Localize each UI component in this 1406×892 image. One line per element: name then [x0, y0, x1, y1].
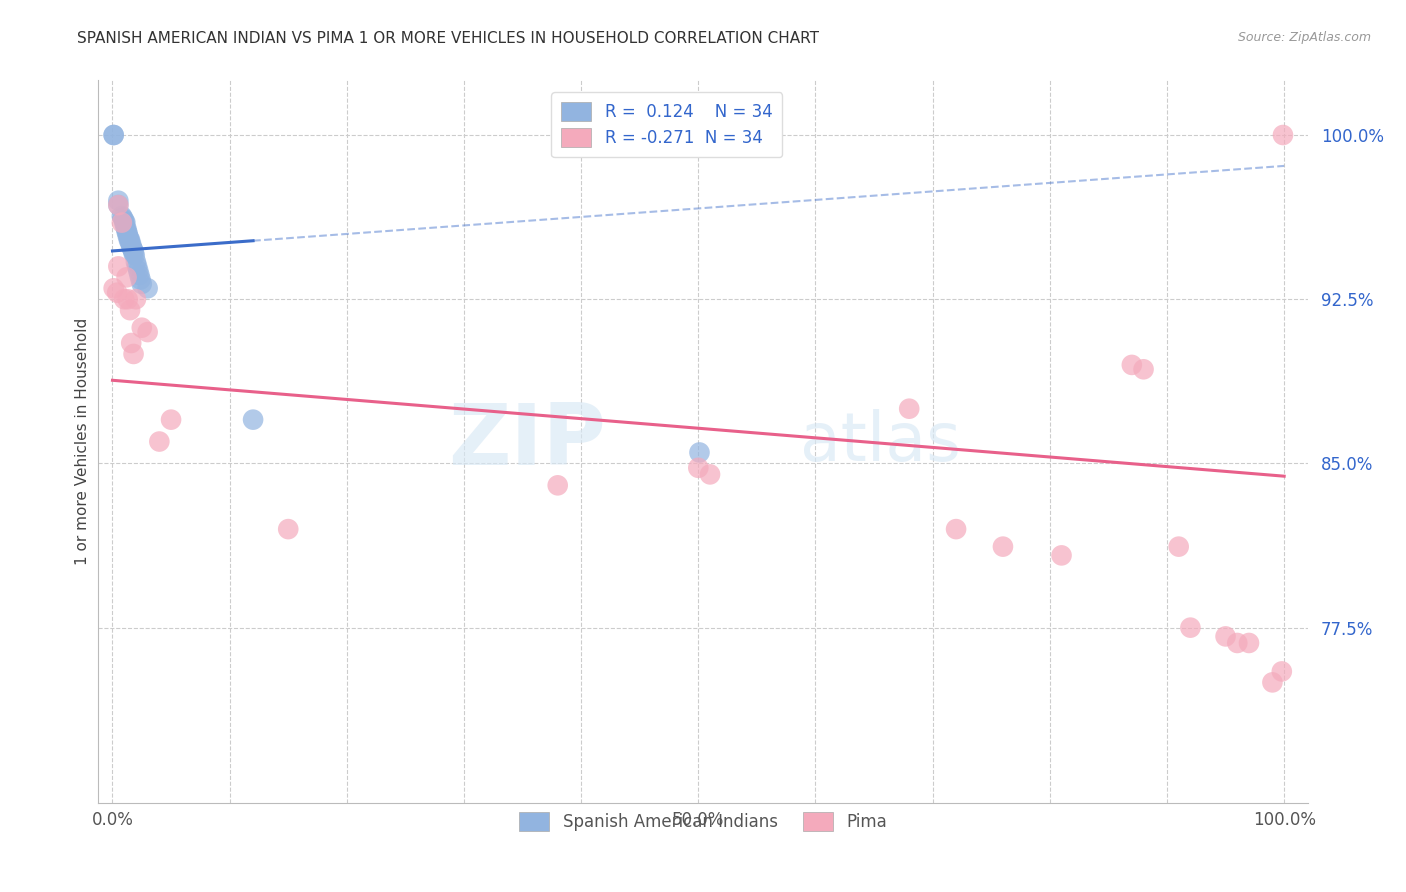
Point [128, 268, 150, 282]
Point [1132, 362, 1154, 376]
Point [127, 264, 149, 278]
Point [112, 216, 135, 230]
Point [125, 292, 148, 306]
Point [111, 216, 134, 230]
Point [277, 522, 299, 536]
Point [120, 240, 142, 254]
Point [118, 231, 141, 245]
Point [103, 281, 125, 295]
Point [122, 347, 145, 361]
Point [1261, 675, 1284, 690]
Point [1271, 665, 1294, 679]
Text: Source: ZipAtlas.com: Source: ZipAtlas.com [1237, 31, 1371, 45]
Point [120, 233, 141, 247]
Point [1121, 358, 1143, 372]
Point [112, 213, 135, 227]
Point [1237, 636, 1260, 650]
Point [898, 401, 921, 416]
Point [945, 522, 967, 536]
Point [131, 320, 153, 334]
Point [114, 216, 136, 230]
Point [107, 198, 129, 212]
Point [125, 255, 148, 269]
Point [689, 445, 711, 459]
Point [120, 336, 142, 351]
Point [111, 209, 134, 223]
Point [136, 281, 159, 295]
Point [117, 228, 139, 243]
Point [103, 128, 125, 142]
Text: atlas: atlas [800, 409, 960, 475]
Point [131, 277, 153, 291]
Point [117, 292, 139, 306]
Point [688, 460, 710, 475]
Point [121, 242, 143, 256]
Point [115, 222, 138, 236]
Point [118, 233, 141, 247]
Point [105, 285, 128, 300]
Point [160, 412, 183, 426]
Point [103, 128, 125, 142]
Point [1180, 621, 1202, 635]
Point [112, 292, 135, 306]
Point [120, 237, 142, 252]
Point [136, 325, 159, 339]
Point [1272, 128, 1295, 142]
Point [107, 260, 129, 274]
Point [114, 219, 136, 234]
Point [124, 248, 146, 262]
Point [1226, 636, 1249, 650]
Point [115, 224, 138, 238]
Point [115, 270, 138, 285]
Point [107, 194, 129, 208]
Point [1050, 549, 1073, 563]
Point [107, 198, 129, 212]
Text: SPANISH AMERICAN INDIAN VS PIMA 1 OR MORE VEHICLES IN HOUSEHOLD CORRELATION CHAR: SPANISH AMERICAN INDIAN VS PIMA 1 OR MOR… [77, 31, 820, 46]
Point [991, 540, 1014, 554]
Legend: Spanish American Indians, Pima: Spanish American Indians, Pima [509, 802, 897, 841]
Y-axis label: 1 or more Vehicles in Household: 1 or more Vehicles in Household [75, 318, 90, 566]
Point [120, 303, 141, 318]
Point [547, 478, 569, 492]
Point [242, 412, 264, 426]
Point [1167, 540, 1189, 554]
Point [117, 227, 139, 241]
Point [122, 246, 145, 260]
Point [148, 434, 170, 449]
Point [699, 467, 721, 482]
Point [122, 244, 145, 258]
Point [112, 211, 135, 226]
Point [129, 272, 152, 286]
Text: ZIP: ZIP [449, 400, 606, 483]
Point [121, 242, 143, 256]
Point [127, 260, 149, 274]
Point [1215, 629, 1237, 643]
Point [120, 235, 141, 250]
